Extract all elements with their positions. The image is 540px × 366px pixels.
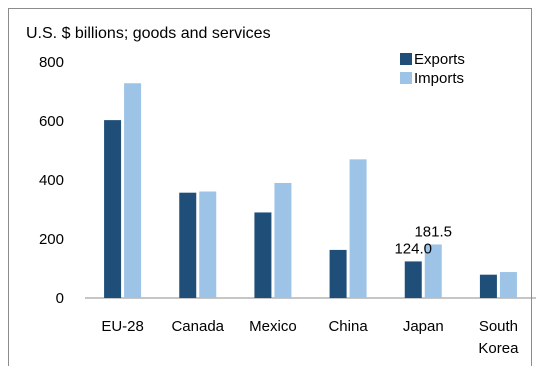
bar-exports-5 — [479, 274, 497, 298]
x-axis-labels: EU-28 Canada Mexico China Japan South Korea — [101, 318, 519, 357]
legend: Exports Imports — [400, 51, 465, 87]
legend-label-exports: Exports — [414, 51, 465, 68]
chart-frame — [8, 8, 532, 366]
y-tick-label: 800 — [39, 54, 64, 71]
x-tick-label: EU-28 — [101, 318, 144, 335]
bar-imports-5 — [499, 272, 517, 298]
bar-imports-3 — [349, 159, 367, 298]
bar-exports-4 — [404, 261, 422, 298]
legend-swatch-exports — [400, 53, 412, 65]
bar-imports-1 — [199, 191, 217, 298]
bar-exports-0 — [104, 120, 122, 299]
data-label-exports-4: 124.0 — [394, 240, 432, 257]
x-tick-label: South — [479, 318, 518, 335]
x-tick-label: Korea — [478, 340, 519, 357]
bar-imports-2 — [274, 182, 292, 298]
legend-label-imports: Imports — [414, 70, 464, 87]
y-tick-label: 200 — [39, 231, 64, 248]
x-tick-label: Mexico — [249, 318, 297, 335]
legend-swatch-imports — [400, 72, 412, 84]
bar-exports-3 — [329, 249, 347, 298]
bar-imports-0 — [124, 83, 142, 299]
x-tick-label: China — [328, 318, 368, 335]
bar-exports-1 — [179, 192, 197, 298]
y-axis-ticks: 0 200 400 600 800 — [39, 54, 64, 307]
bar-exports-2 — [254, 212, 272, 298]
y-tick-label: 400 — [39, 172, 64, 189]
x-tick-label: Canada — [171, 318, 224, 335]
y-tick-label: 0 — [56, 290, 64, 307]
y-tick-label: 600 — [39, 113, 64, 130]
chart-title: U.S. $ billions; goods and services — [26, 25, 271, 42]
bars — [104, 83, 517, 299]
x-tick-label: Japan — [403, 318, 444, 335]
data-label-imports-4: 181.5 — [414, 223, 452, 240]
bar-imports-4 — [424, 244, 442, 298]
